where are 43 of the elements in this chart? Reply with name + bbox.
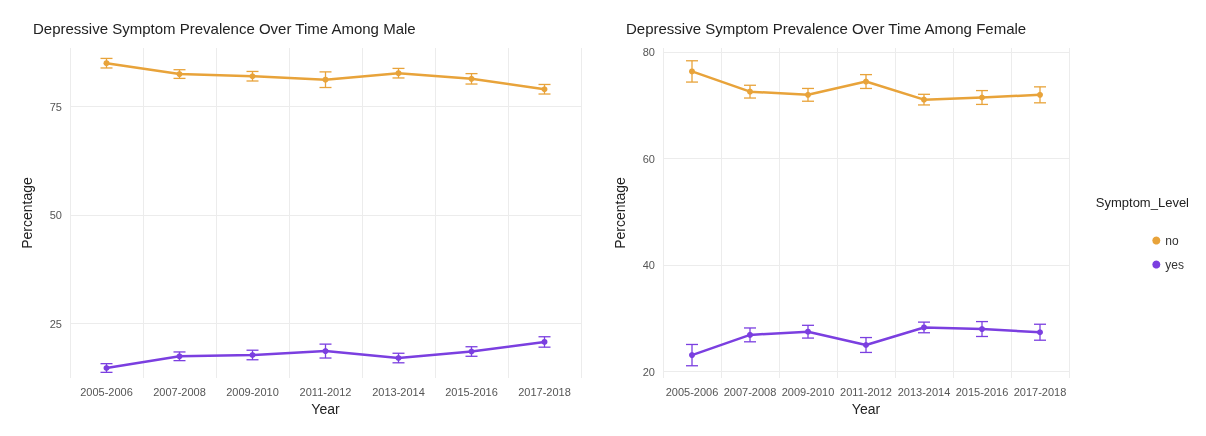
point [1037, 329, 1043, 336]
x-tick-label: 2009-2010 [226, 385, 279, 398]
point [747, 88, 753, 95]
point [863, 342, 869, 348]
x-tick-label: 2015-2016 [445, 385, 498, 398]
x-tick-label: 2013-2014 [897, 385, 951, 398]
x-axis-title: Year [851, 400, 881, 417]
point [1037, 91, 1043, 98]
point [689, 352, 695, 359]
x-tick-label: 2017-2018 [1013, 385, 1067, 398]
y-tick-label: 75 [49, 100, 62, 113]
point [322, 348, 329, 355]
y-tick-label: 20 [642, 365, 655, 378]
point [805, 328, 811, 335]
x-tick-label: 2005-2006 [80, 385, 133, 398]
point [863, 78, 869, 85]
x-tick-label: 2015-2016 [955, 385, 1009, 398]
x-tick-label: 2007-2008 [723, 385, 777, 398]
chart-title: Depressive Symptom Prevalence Over Time Among Male [33, 20, 416, 37]
x-axis-title: Year [311, 400, 340, 417]
x-tick-label: 2011-2012 [840, 385, 892, 398]
y-axis-title: Percentage [19, 176, 35, 249]
legend-label: yes [1165, 257, 1185, 272]
legend-label: no [1165, 233, 1179, 248]
x-tick-label: 2009-2010 [781, 385, 835, 398]
x-tick-label: 2011-2012 [299, 385, 352, 398]
y-tick-label: 80 [642, 46, 655, 59]
x-tick-label: 2007-2008 [153, 385, 206, 398]
y-tick-label: 50 [49, 209, 62, 222]
point [979, 326, 985, 333]
point [979, 94, 985, 101]
y-tick-label: 40 [642, 259, 655, 272]
y-axis-title: Percentage [612, 176, 628, 249]
point [805, 91, 811, 98]
chart-title: Depressive Symptom Prevalence Over Time Among Female [626, 20, 1027, 37]
y-tick-label: 25 [49, 317, 62, 330]
x-tick-label: 2013-2014 [372, 385, 425, 398]
y-tick-label: 60 [642, 152, 655, 165]
legend-title: Symptom_Level [1095, 195, 1190, 211]
x-tick-label: 2017-2018 [518, 385, 571, 398]
point [689, 68, 695, 75]
x-tick-label: 2005-2006 [665, 385, 719, 398]
point [747, 331, 753, 338]
